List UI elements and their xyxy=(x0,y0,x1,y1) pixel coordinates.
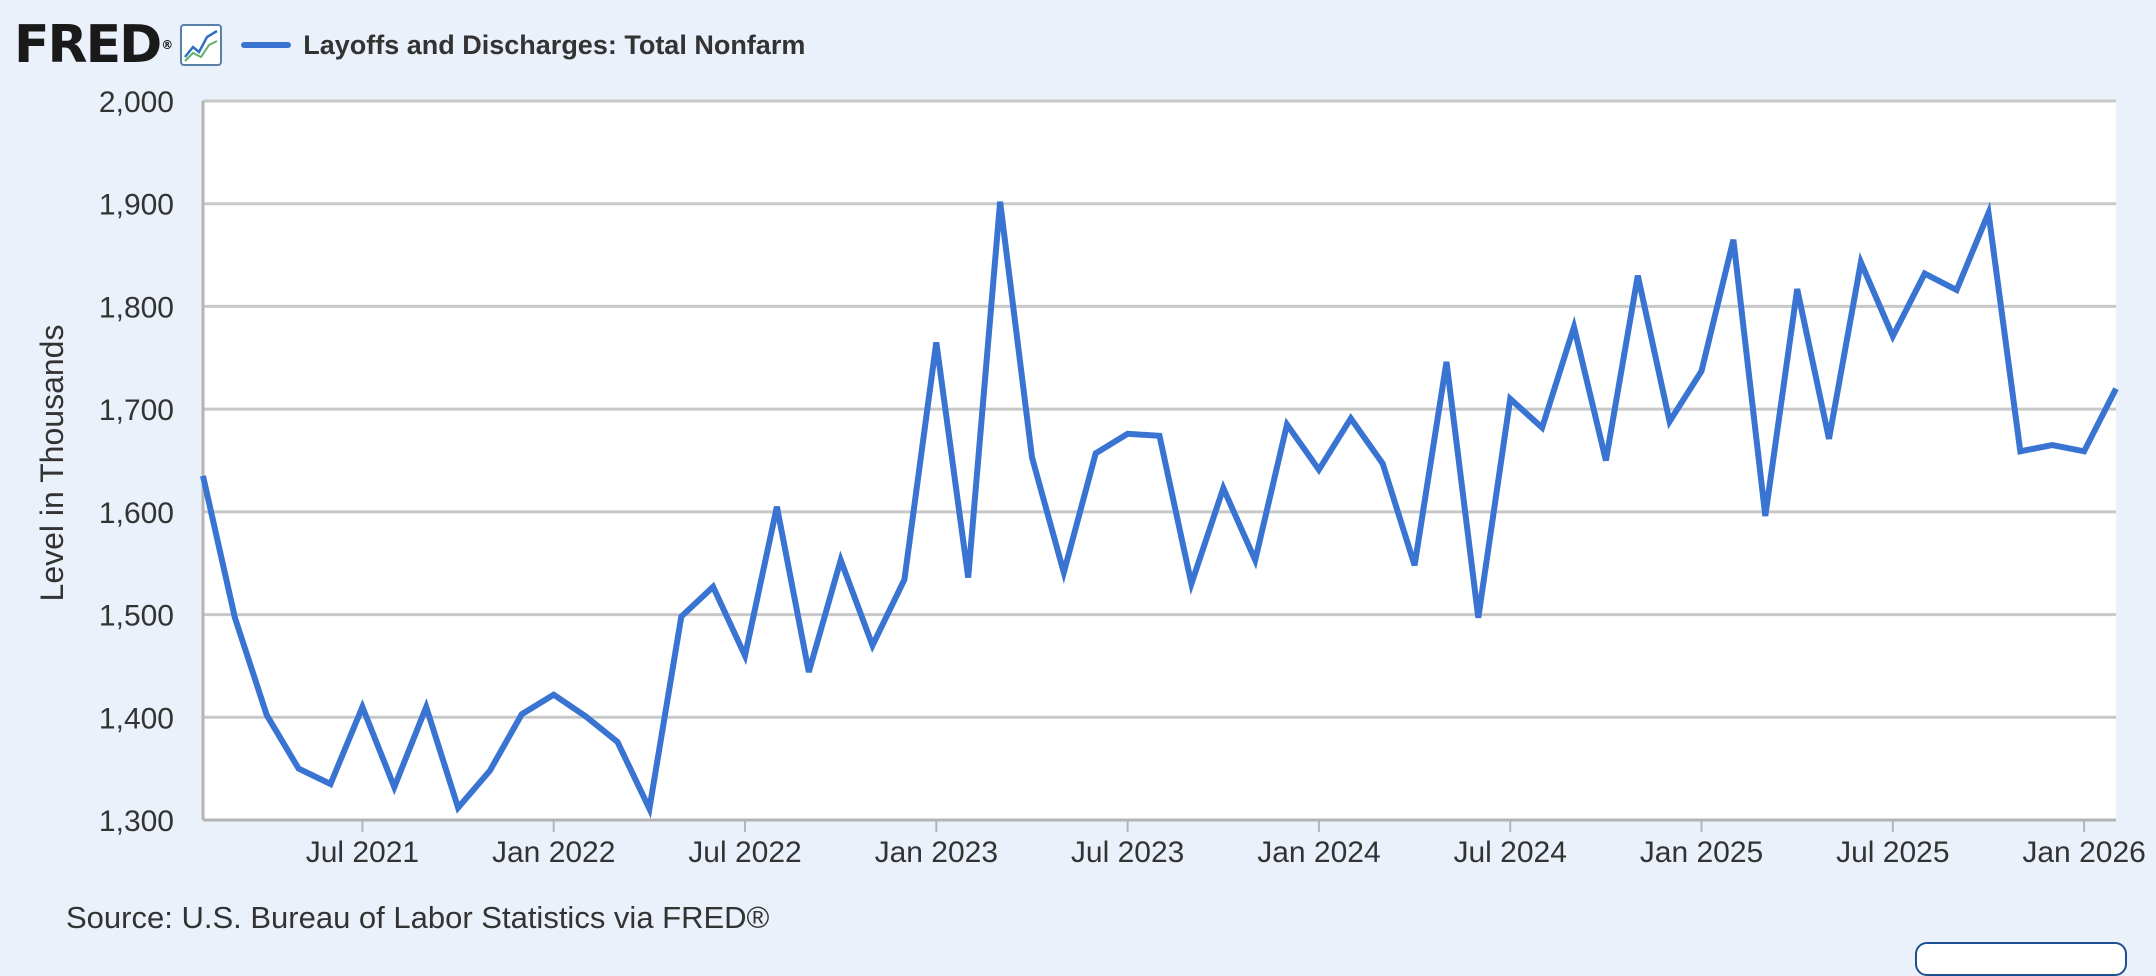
data-point[interactable] xyxy=(1280,418,1294,432)
data-point[interactable] xyxy=(993,195,1007,209)
data-point[interactable] xyxy=(515,707,529,721)
data-point[interactable] xyxy=(419,700,433,714)
data-point[interactable] xyxy=(1918,267,1932,281)
series-line[interactable] xyxy=(200,201,2119,819)
data-point[interactable] xyxy=(642,802,656,816)
fred-logo[interactable]: FRED® xyxy=(14,15,173,75)
data-point[interactable] xyxy=(387,780,401,794)
data-point[interactable] xyxy=(1663,414,1677,428)
data-point[interactable] xyxy=(1950,283,1964,297)
data-point[interactable] xyxy=(451,801,465,815)
data-point[interactable] xyxy=(2077,444,2091,458)
data-point[interactable] xyxy=(674,610,688,624)
data-point[interactable] xyxy=(1216,481,1230,495)
y-tick-label: 1,900 xyxy=(99,189,174,222)
data-point[interactable] xyxy=(1344,411,1358,425)
data-point[interactable] xyxy=(738,649,752,663)
plot-area xyxy=(203,101,2116,820)
data-point[interactable] xyxy=(2013,444,2027,458)
line-chart: 1,300 1,400 1,500 1,600 1,700 1,800 1,900 2,000… xyxy=(34,86,2146,869)
data-point[interactable] xyxy=(1312,463,1326,477)
data-point[interactable] xyxy=(1567,320,1581,334)
data-point[interactable] xyxy=(1822,432,1836,446)
source-note: Source: U.S. Bureau of Labor Statistics … xyxy=(66,900,770,935)
x-tick-label: Jan 2024 xyxy=(1257,836,1380,869)
data-point[interactable] xyxy=(834,553,848,567)
data-point[interactable] xyxy=(355,700,369,714)
data-point[interactable] xyxy=(1057,565,1071,579)
y-tick-label: 1,300 xyxy=(99,805,174,838)
data-point[interactable] xyxy=(1408,558,1422,572)
data-point[interactable] xyxy=(292,762,306,776)
data-point[interactable] xyxy=(1471,611,1485,625)
x-tick-label: Jul 2023 xyxy=(1071,836,1184,869)
data-point[interactable] xyxy=(1248,553,1262,567)
data-point[interactable] xyxy=(1695,364,1709,378)
data-point[interactable] xyxy=(866,638,880,652)
data-point[interactable] xyxy=(1121,427,1135,441)
data-point[interactable] xyxy=(706,580,720,594)
legend-swatch xyxy=(241,42,292,48)
fred-chart-frame: FRED® Layoffs and Discharges: Total Nonf… xyxy=(14,18,2146,976)
data-point[interactable] xyxy=(929,335,943,349)
data-point[interactable] xyxy=(1376,457,1390,471)
data-point[interactable] xyxy=(260,708,274,722)
y-tick-label: 1,700 xyxy=(99,394,174,427)
data-point[interactable] xyxy=(547,688,561,702)
x-tick-label: Jul 2025 xyxy=(1836,836,1949,869)
data-point[interactable] xyxy=(228,611,242,625)
data-point[interactable] xyxy=(196,469,210,483)
data-point[interactable] xyxy=(802,665,816,679)
data-point[interactable] xyxy=(1503,392,1517,406)
data-point[interactable] xyxy=(483,764,497,778)
x-tick-label: Jan 2026 xyxy=(2022,836,2145,869)
x-tick-label: Jan 2022 xyxy=(492,836,615,869)
data-point[interactable] xyxy=(1153,429,1167,443)
data-point[interactable] xyxy=(1631,269,1645,283)
x-tick-label: Jan 2025 xyxy=(1640,836,1763,869)
y-axis-title: Level in Thousands xyxy=(34,325,70,602)
y-tick-label: 1,400 xyxy=(99,702,174,735)
data-point[interactable] xyxy=(1886,329,1900,343)
y-tick-label: 1,600 xyxy=(99,497,174,530)
data-point[interactable] xyxy=(1790,282,1804,296)
data-point[interactable] xyxy=(770,500,784,514)
data-point[interactable] xyxy=(1089,446,1103,460)
data-point[interactable] xyxy=(1439,355,1453,369)
data-point[interactable] xyxy=(2045,438,2059,452)
y-tick-label: 2,000 xyxy=(99,86,174,119)
data-point[interactable] xyxy=(579,709,593,723)
data-point[interactable] xyxy=(1758,509,1772,523)
data-point[interactable] xyxy=(1184,577,1198,591)
x-tick-label: Jul 2022 xyxy=(688,836,801,869)
data-point[interactable] xyxy=(1025,450,1039,464)
data-point[interactable] xyxy=(961,571,975,585)
y-tick-label: 1,500 xyxy=(99,600,174,633)
chart-header: FRED® Layoffs and Discharges: Total Nonf… xyxy=(14,18,805,72)
data-point[interactable] xyxy=(1535,421,1549,435)
data-point[interactable] xyxy=(1981,206,1995,220)
data-point[interactable] xyxy=(1726,233,1740,247)
x-tick-label: Jul 2024 xyxy=(1453,836,1566,869)
data-point[interactable] xyxy=(2109,382,2123,396)
data-point[interactable] xyxy=(1854,255,1868,269)
data-point[interactable] xyxy=(324,777,338,791)
x-tick-label: Jan 2023 xyxy=(875,836,998,869)
share-button[interactable] xyxy=(1915,942,2127,976)
x-tick-label: Jul 2021 xyxy=(306,836,419,869)
data-point[interactable] xyxy=(610,735,624,749)
graph-icon[interactable] xyxy=(179,23,223,67)
y-tick-label: 1,800 xyxy=(99,291,174,324)
data-point[interactable] xyxy=(897,573,911,587)
data-point[interactable] xyxy=(1599,454,1613,468)
legend-label: Layoffs and Discharges: Total Nonfarm xyxy=(303,29,806,60)
